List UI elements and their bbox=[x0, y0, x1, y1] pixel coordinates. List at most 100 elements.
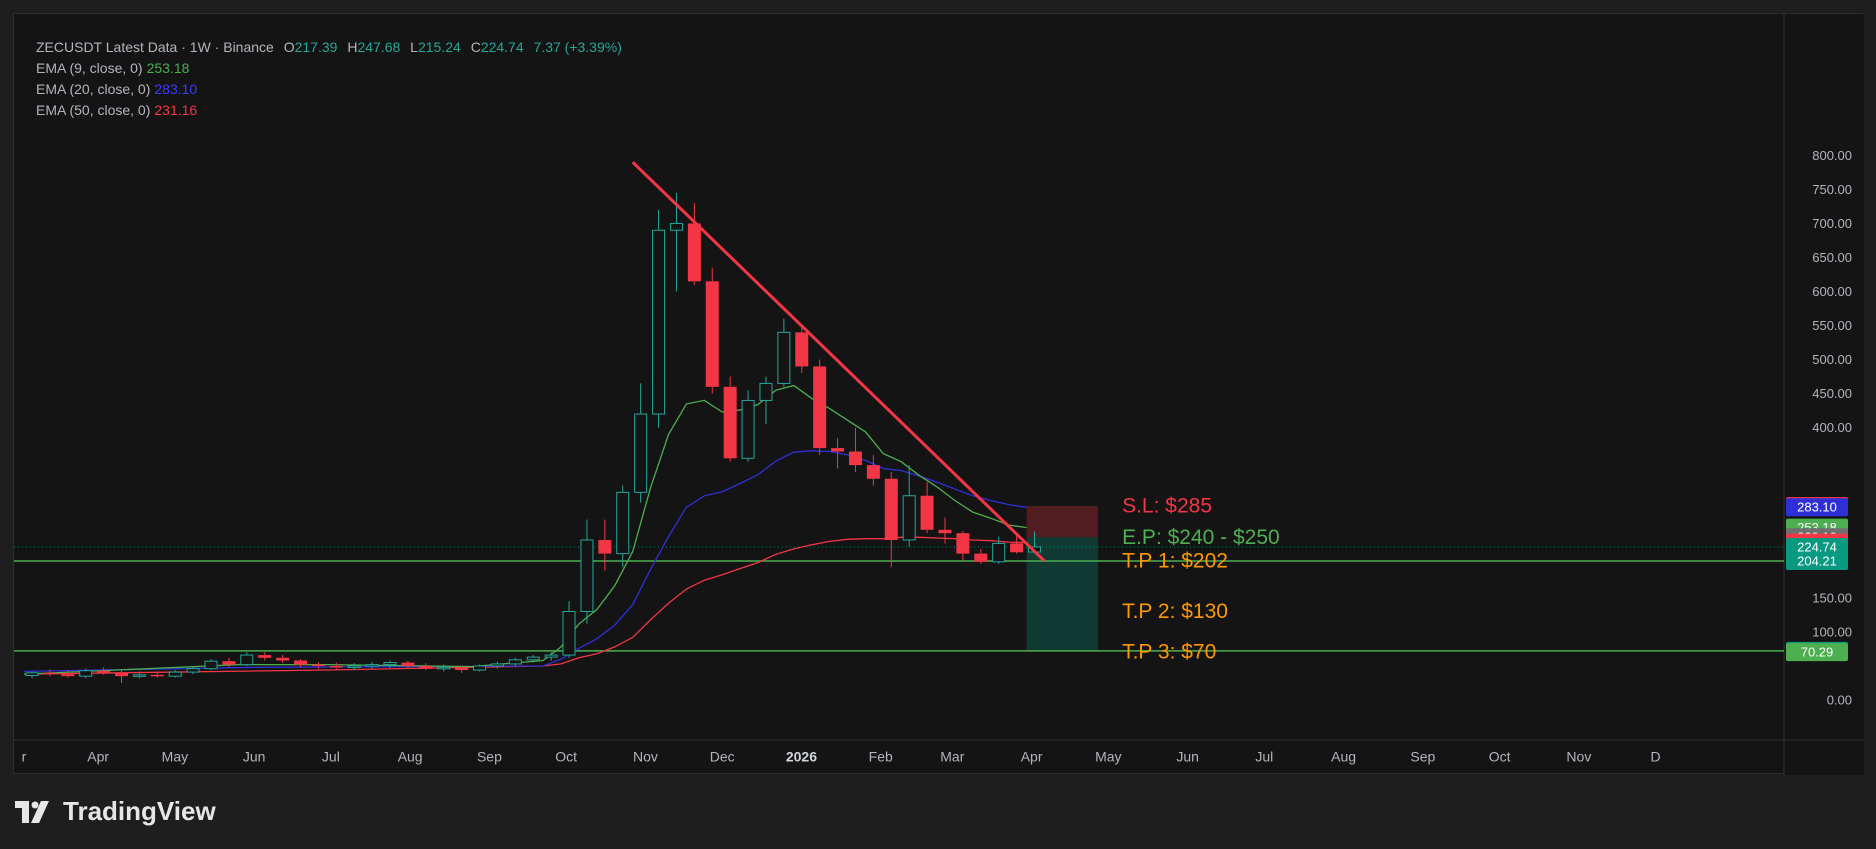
y-tick-5: 550.00 bbox=[1812, 318, 1852, 333]
y-tick-4: 600.00 bbox=[1812, 284, 1852, 299]
candle-body-34 bbox=[634, 413, 648, 493]
candle-body-7 bbox=[150, 674, 164, 677]
x-tick-2: May bbox=[162, 749, 188, 765]
candle-body-13 bbox=[258, 655, 272, 658]
candle-body-33 bbox=[616, 491, 630, 555]
y-tick-9: 150.00 bbox=[1812, 590, 1852, 605]
candle-body-23 bbox=[437, 666, 451, 670]
annotation-3: T.P 2: $130 bbox=[1122, 600, 1228, 623]
candle-body-1 bbox=[43, 672, 57, 675]
annotation-4: T.P 3: $70 bbox=[1122, 641, 1216, 664]
candle-body-39 bbox=[723, 386, 737, 459]
ema-50-line bbox=[23, 536, 1027, 675]
y-tick-8: 400.00 bbox=[1812, 420, 1852, 435]
candle-body-22 bbox=[419, 665, 433, 669]
candle-body-3 bbox=[79, 670, 93, 677]
y-tick-10: 100.00 bbox=[1812, 624, 1852, 639]
candle-body-45 bbox=[831, 448, 845, 452]
symbol-legend-row[interactable]: ZECUSDT Latest Data · 1W · Binance O217.… bbox=[36, 37, 622, 58]
candle-body-11 bbox=[222, 661, 236, 665]
tradingview-logo[interactable]: TradingView bbox=[15, 796, 216, 827]
price-label-5: 224.74 bbox=[1797, 539, 1837, 554]
candle-body-47 bbox=[866, 465, 880, 479]
x-tick-0: r bbox=[22, 749, 27, 765]
x-tick-18: Sep bbox=[1410, 749, 1435, 765]
candle-body-30 bbox=[562, 610, 576, 656]
candle-body-36 bbox=[669, 222, 683, 231]
x-tick-16: Jul bbox=[1255, 749, 1273, 765]
candle-body-50 bbox=[920, 495, 934, 530]
ohlc-open: O217.39 bbox=[283, 39, 338, 55]
tradingview-brand-text: TradingView bbox=[63, 796, 216, 826]
ema-9-line bbox=[23, 384, 1027, 675]
candle-body-6 bbox=[132, 674, 146, 677]
candle-body-18 bbox=[347, 665, 361, 668]
candle-body-21 bbox=[401, 662, 415, 666]
annotation-1: E.P: $240 - $250 bbox=[1122, 526, 1280, 549]
candle-body-29 bbox=[544, 654, 558, 658]
candle-body-17 bbox=[329, 665, 343, 668]
candle-body-20 bbox=[383, 662, 397, 666]
candle-body-31 bbox=[580, 539, 594, 612]
ema-9-legend-row[interactable]: EMA (9, close, 0) 253.18 bbox=[36, 58, 622, 79]
x-tick-17: Aug bbox=[1331, 749, 1356, 765]
candle-body-54 bbox=[992, 542, 1006, 563]
candle-body-4 bbox=[97, 670, 111, 673]
y-tick-11: 0.00 bbox=[1827, 692, 1852, 707]
candle-body-10 bbox=[204, 660, 218, 670]
candle-body-26 bbox=[490, 663, 504, 667]
candle-body-2 bbox=[61, 674, 75, 677]
y-tick-7: 450.00 bbox=[1812, 386, 1852, 401]
candle-body-48 bbox=[884, 478, 898, 541]
candle-body-5 bbox=[115, 672, 129, 677]
x-tick-20: Nov bbox=[1566, 749, 1591, 765]
x-tick-12: Mar bbox=[940, 749, 964, 765]
candle-body-24 bbox=[455, 667, 469, 671]
candle-body-49 bbox=[902, 495, 916, 541]
x-tick-9: Dec bbox=[710, 749, 735, 765]
x-tick-1: Apr bbox=[87, 749, 109, 765]
candle-body-8 bbox=[168, 671, 182, 677]
x-tick-7: Oct bbox=[555, 749, 577, 765]
x-tick-11: Feb bbox=[869, 749, 893, 765]
candle-body-16 bbox=[311, 664, 325, 667]
ema-20-legend-row[interactable]: EMA (20, close, 0) 283.10 bbox=[36, 79, 622, 100]
price-label-bg-6 bbox=[1786, 551, 1848, 570]
candle-body-42 bbox=[777, 331, 791, 384]
x-tick-5: Aug bbox=[398, 749, 423, 765]
candle-body-0 bbox=[25, 672, 39, 676]
symbol-title: ZECUSDT Latest Data · 1W · Binance bbox=[36, 39, 274, 55]
y-tick-6: 500.00 bbox=[1812, 352, 1852, 367]
annotation-2: T.P 1: $202 bbox=[1122, 550, 1228, 573]
price-label-6: 204.21 bbox=[1797, 553, 1837, 568]
candle-body-38 bbox=[705, 281, 719, 387]
tradingview-logo-icon bbox=[15, 800, 49, 823]
chart-legend: ZECUSDT Latest Data · 1W · Binance O217.… bbox=[36, 37, 622, 121]
candle-body-43 bbox=[795, 332, 809, 367]
x-tick-6: Sep bbox=[477, 749, 502, 765]
stop-loss-zone bbox=[1026, 505, 1099, 538]
x-tick-10: 2026 bbox=[786, 749, 817, 765]
candle-body-37 bbox=[687, 223, 701, 282]
candle-body-15 bbox=[294, 660, 308, 665]
x-tick-8: Nov bbox=[633, 749, 658, 765]
ema-9-label: EMA (9, close, 0) bbox=[36, 60, 143, 76]
chart-pane[interactable]: S.L: $285 E.P: $240 - $250 T.P 1: $202 T.P … bbox=[13, 13, 1864, 775]
y-tick-2: 700.00 bbox=[1812, 216, 1852, 231]
x-tick-4: Jul bbox=[322, 749, 340, 765]
y-tick-3: 650.00 bbox=[1812, 250, 1852, 265]
ema-50-value: 231.16 bbox=[154, 102, 198, 118]
x-tick-13: Apr bbox=[1021, 749, 1043, 765]
candle-body-28 bbox=[526, 656, 540, 661]
price-label-bg-5 bbox=[1786, 537, 1848, 556]
ema-50-legend-row[interactable]: EMA (50, close, 0) 231.16 bbox=[36, 100, 622, 121]
ema-9-value: 253.18 bbox=[146, 60, 190, 76]
price-label-bg-1 bbox=[1786, 498, 1848, 517]
ema-20-line bbox=[23, 450, 1027, 673]
x-tick-3: Jun bbox=[243, 749, 266, 765]
candle-body-53 bbox=[974, 553, 988, 562]
price-label-bg-8 bbox=[1786, 643, 1848, 662]
candle-body-9 bbox=[186, 668, 200, 673]
ohlc-close: C224.74 bbox=[470, 39, 524, 55]
